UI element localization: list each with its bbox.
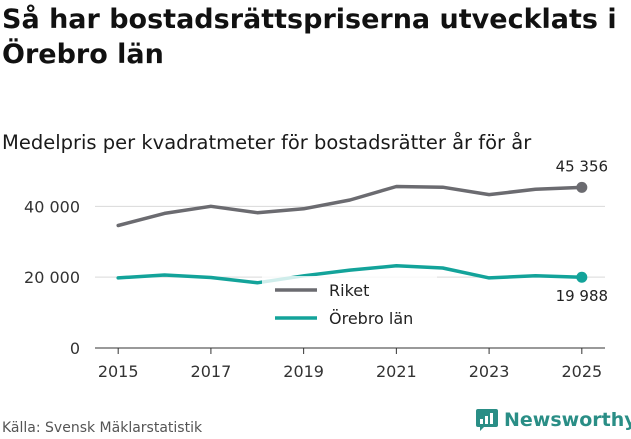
y-tick-label: 0 <box>70 339 80 358</box>
legend-label-orebro-lan: Örebro län <box>329 309 413 328</box>
x-tick-label: 2015 <box>98 362 139 381</box>
legend-label-riket: Riket <box>329 281 369 300</box>
chart-title: Så har bostadsrättspriserna utvecklats i… <box>2 4 617 70</box>
chart-subtitle: Medelpris per kvadratmeter för bostadsrä… <box>2 131 532 154</box>
x-tick-label: 2019 <box>283 362 324 381</box>
newsworthy-icon <box>476 409 498 431</box>
source-note: Källa: Svensk Mäklarstatistik <box>2 420 203 436</box>
legend-background <box>262 276 437 332</box>
x-tick-label: 2017 <box>191 362 232 381</box>
brand-name: Newsworthy <box>504 409 631 431</box>
y-tick-label: 20 000 <box>24 268 80 287</box>
series-line-riket <box>116 184 584 228</box>
end-label-riket: 45 356 <box>556 157 609 175</box>
end-label-orebro-lan: 19 988 <box>556 287 609 305</box>
series-lines <box>116 181 588 285</box>
legend: Riket Örebro län <box>262 276 437 332</box>
gridlines <box>95 205 605 278</box>
end-labels: 45 356 19 988 <box>556 157 609 305</box>
series-line-orebro-lan <box>116 264 584 285</box>
x-tick-label: 2025 <box>561 362 602 381</box>
end-point-riket <box>576 181 588 193</box>
newsworthy-logo: Newsworthy <box>475 408 631 432</box>
y-tick-label: 40 000 <box>24 197 80 216</box>
x-tick-label: 2023 <box>469 362 510 381</box>
end-point-orebro-lan <box>576 271 588 283</box>
axes: 0 20 000 40 000 2015 2017 2019 2021 2023 2025 <box>24 197 605 381</box>
x-tick-label: 2021 <box>376 362 417 381</box>
